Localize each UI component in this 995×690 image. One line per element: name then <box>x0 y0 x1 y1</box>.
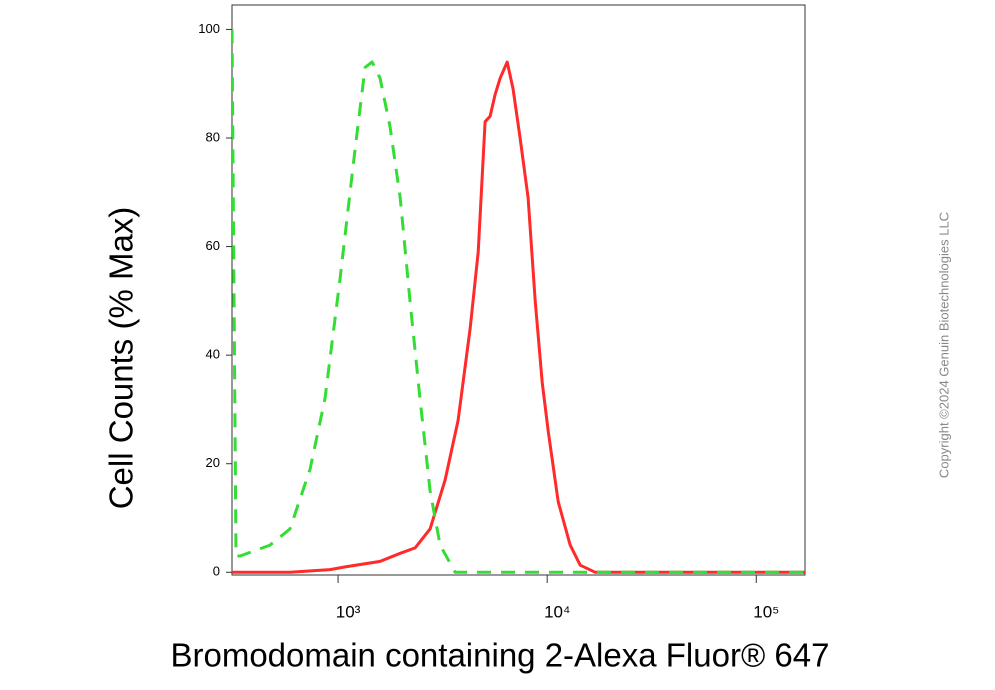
plot-area <box>232 29 805 574</box>
x-tick-label: 10³ <box>336 602 361 621</box>
x-tick-label: 10⁴ <box>544 602 570 621</box>
y-tick-label: 60 <box>206 238 220 253</box>
y-axis-title: Cell Counts (% Max) <box>103 207 140 510</box>
plot-frame <box>231 4 806 576</box>
copyright: Copyright ©2024 Genuin Biotechnologies L… <box>936 212 951 478</box>
x-tick-label: 10⁵ <box>753 602 779 621</box>
y-tick-label: 0 <box>213 564 220 579</box>
y-tick-label: 20 <box>206 455 220 470</box>
x-axis-title: Bromodomain containing 2-Alexa Fluor® 64… <box>170 637 829 674</box>
y-tick-label: 40 <box>206 347 220 362</box>
histogram-line <box>232 29 805 574</box>
y-tick-label: 80 <box>206 129 220 144</box>
y-tick-label: 100 <box>198 21 220 36</box>
histogram-line <box>232 60 805 574</box>
